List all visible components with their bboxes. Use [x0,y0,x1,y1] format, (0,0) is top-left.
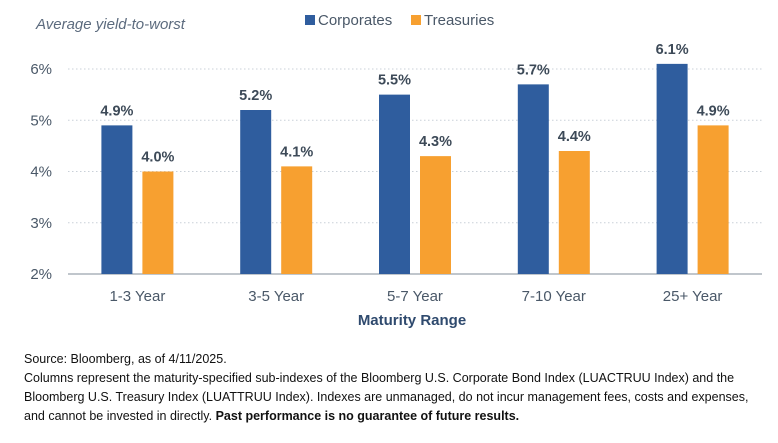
legend-label-corporates: Corporates [318,12,392,29]
y-tick-labels: 2% 3% 4% 5% 6% [30,61,52,283]
data-label-treasuries-3: 4.4% [558,129,591,145]
bar-treasuries-0 [142,171,174,274]
x-tick-label: 5-7 Year [387,288,443,305]
x-axis-label: Maturity Range [358,312,466,329]
description-text: Columns represent the maturity-specified… [24,371,749,423]
bar-treasuries-1 [281,166,313,274]
data-label-treasuries-0: 4.0% [141,150,174,166]
source-note: Source: Bloomberg, as of 4/11/2025. [24,352,227,366]
x-tick-labels: 1-3 Year 3-5 Year 5-7 Year 7-10 Year 25+ Yea… [109,288,722,305]
disclaimer-text: Past performance is no guarantee of futu… [215,409,520,423]
y-axis-label: Average yield-to-worst [35,16,186,33]
x-tick-label: 1-3 Year [109,288,165,305]
y-tick-label: 2% [30,266,52,283]
gridlines [68,68,762,275]
data-label-corporates-3: 5.7% [517,62,550,78]
y-tick-label: 6% [30,61,52,78]
bar-corporates-3 [517,84,549,274]
data-label-treasuries-1: 4.1% [280,144,313,160]
x-tick-label: 3-5 Year [248,288,304,305]
y-tick-label: 5% [30,112,52,129]
data-labels: 4.9% 4.0% 5.2% 4.1% 5.5% 4.3% 5.7% 4.4% 6.1% 4.9% [100,42,729,166]
bar-corporates-4 [656,63,688,274]
yield-bar-chart: Average yield-to-worst Corporates Treasu… [30,12,762,329]
description-note: Columns represent the maturity-specified… [24,369,764,426]
bar-treasuries-2 [420,156,451,274]
y-tick-label: 3% [30,215,52,232]
bars [101,63,729,274]
bar-corporates-1 [240,110,272,274]
x-tick-label: 25+ Year [663,288,723,305]
x-tick-label: 7-10 Year [522,288,586,305]
legend-swatch-corporates [305,15,315,25]
bar-corporates-0 [101,125,133,274]
data-label-corporates-1: 5.2% [239,88,272,104]
chart-notes: Source: Bloomberg, as of 4/11/2025. Colu… [24,350,764,426]
legend-label-treasuries: Treasuries [424,12,494,29]
y-tick-label: 4% [30,164,52,181]
bar-corporates-2 [379,94,410,274]
legend-swatch-treasuries [411,15,421,25]
data-label-corporates-0: 4.9% [100,103,133,119]
data-label-treasuries-4: 4.9% [697,103,730,119]
bar-treasuries-3 [558,151,590,274]
data-label-treasuries-2: 4.3% [419,134,452,150]
bar-treasuries-4 [697,125,729,274]
data-label-corporates-2: 5.5% [378,73,411,89]
data-label-corporates-4: 6.1% [656,42,689,58]
